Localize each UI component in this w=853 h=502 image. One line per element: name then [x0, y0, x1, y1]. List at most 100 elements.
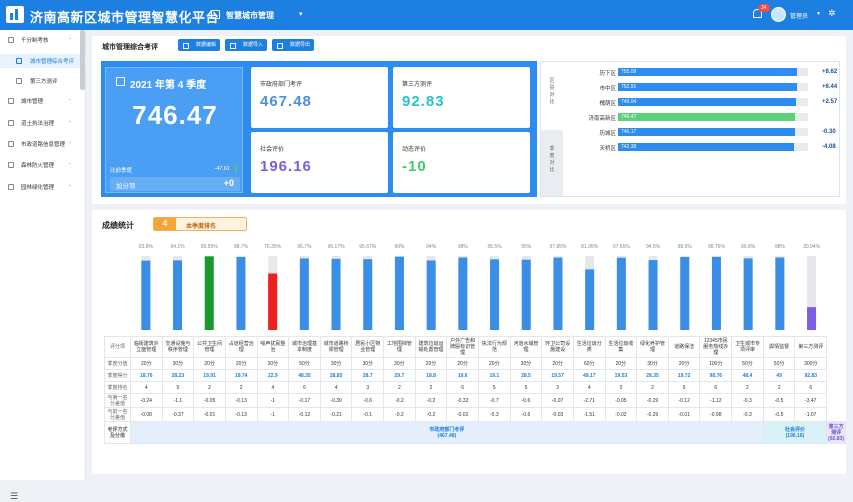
bar[interactable]: [236, 256, 246, 330]
table-cell: -0.5: [762, 393, 796, 408]
gear-icon[interactable]: ✲: [828, 8, 836, 18]
score-card-third-party[interactable]: 第三方测评 92.83: [393, 67, 530, 128]
sidebar-item-1[interactable]: 城市管理综合考评: [0, 54, 86, 68]
bar[interactable]: [394, 256, 404, 330]
sidebar-item-7[interactable]: 园林绿化管理 ⌄: [0, 180, 86, 194]
table-cell: 19.53: [604, 369, 638, 382]
avatar[interactable]: [771, 7, 786, 22]
table-cell: 交通设施与秩序管理: [161, 336, 195, 358]
table-cell: 占道经营治理: [224, 336, 258, 358]
bar-value-label: 93.8%: [139, 244, 154, 250]
bar[interactable]: [331, 258, 341, 330]
sidebar-item-4[interactable]: 道土执法治理 ⌄: [0, 116, 86, 130]
chevron-down-icon[interactable]: ⌄: [68, 35, 73, 41]
table-cell: 卫生城市专项评审: [731, 336, 764, 358]
compare-indicator: [235, 165, 237, 172]
group-cell: 第三方测评 (92.83): [826, 421, 846, 444]
bar[interactable]: [268, 273, 278, 330]
rank-badge: 4 本季度排名: [153, 217, 247, 231]
sidebar-item-6[interactable]: 森林防火管理 ⌄: [0, 158, 86, 172]
district-name: 济南高新区: [588, 116, 616, 122]
table-cell: 19.74: [224, 369, 258, 382]
bar[interactable]: [711, 256, 721, 330]
chevron-down-icon[interactable]: ⌄: [68, 139, 73, 145]
bar[interactable]: [585, 269, 595, 330]
mode-selector[interactable]: 智慧城市管理: [226, 11, 274, 20]
table-cell: -2.71: [572, 393, 606, 408]
district-name: 天桥区: [599, 146, 616, 152]
bar[interactable]: [553, 257, 563, 330]
table-cell: 19.1: [478, 369, 511, 382]
tab-quarter-compare[interactable]: 季度对比: [541, 130, 563, 196]
bar[interactable]: [807, 307, 817, 330]
ranking-delta: +6.44: [822, 84, 838, 90]
bar[interactable]: [490, 259, 500, 330]
bar[interactable]: [458, 257, 468, 330]
score-card-dynamic[interactable]: 动态评价 -10: [393, 132, 530, 193]
score-card-municipal[interactable]: 市政府部门考评 467.48: [251, 67, 388, 128]
table-cell: -0.02: [604, 407, 638, 422]
export-data-button[interactable]: 数据导出: [272, 39, 314, 51]
bar[interactable]: [521, 259, 531, 330]
bar[interactable]: [616, 257, 626, 330]
score-card-social[interactable]: 社会评价 196.16: [251, 132, 388, 193]
menu-item-icon: [8, 120, 14, 126]
menu-icon[interactable]: ☰: [10, 491, 19, 501]
table-cell: -0.37: [161, 407, 195, 422]
compare-value: -47.61: [214, 166, 230, 172]
ranking-bar-track: 742.39: [618, 143, 808, 151]
sidebar: 千分制考核 ⌄ 城市管理综合考评 第三方测评城市管理 ⌄ 道土执法治理 ⌄ 市政道路信息管理 ⌄…: [0, 30, 86, 501]
table-cell: 建筑垃圾运输处置管理: [414, 336, 448, 358]
table-cell: 28.35: [636, 369, 669, 382]
sidebar-item-2[interactable]: 第三方测评: [0, 74, 86, 88]
edit-data-button[interactable]: 数据编辑: [178, 39, 220, 51]
chevron-down-icon[interactable]: ⌄: [68, 160, 73, 166]
bar[interactable]: [775, 257, 785, 330]
sidebar-item-3[interactable]: 城市管理 ⌄: [0, 94, 86, 108]
user-menu-chevron-icon[interactable]: ▾: [817, 11, 821, 17]
table-cell: 5: [161, 381, 195, 394]
sidebar-item-label: 千分制考核: [21, 38, 49, 44]
sidebar-item-0[interactable]: 千分制考核 ⌄: [0, 33, 86, 47]
table-cell: 公共卫生间管理: [193, 336, 226, 358]
table-cell: 5: [478, 381, 511, 394]
score-card-value: -10: [402, 158, 427, 175]
table-cell: 49: [762, 369, 796, 382]
district-ranking-panel: 区县对比 季度对比 历下区 755.09 +8.62 市中区 752.91 +6.44 槐荫…: [540, 61, 840, 197]
bell-icon[interactable]: [753, 9, 762, 18]
bar[interactable]: [141, 260, 151, 330]
tab-district-compare[interactable]: 区县对比: [541, 62, 563, 130]
bonus-value: +0: [223, 178, 234, 188]
bar[interactable]: [363, 259, 373, 330]
chevron-down-icon[interactable]: ⌄: [68, 96, 73, 102]
bar[interactable]: [204, 256, 214, 330]
bar[interactable]: [743, 258, 753, 330]
tab-label: 区县对比: [549, 78, 555, 105]
table-cell: 道路保洁: [667, 336, 701, 358]
table-cell: -0.7: [478, 393, 511, 408]
bar[interactable]: [680, 257, 690, 330]
ranking-bar: 746.17: [618, 128, 796, 136]
bar[interactable]: [426, 260, 436, 330]
group-row: 考评方式及分值 市政府部门考评 (467.48) 社会评价 (196.16) 第三方测评(…: [104, 421, 846, 444]
user-name[interactable]: 管理员: [790, 14, 809, 20]
import-data-button[interactable]: 数据导入: [225, 39, 267, 51]
app-logo-icon: [6, 6, 24, 23]
menu-item-icon: [16, 78, 22, 84]
table-cell: 2: [193, 381, 226, 394]
bar-value-label: 30.94%: [803, 244, 821, 250]
chevron-down-icon[interactable]: ⌄: [68, 118, 73, 124]
chevron-down-icon[interactable]: ▾: [299, 11, 303, 18]
bonus-label: 加分项: [116, 183, 136, 190]
ranking-delta: -4.08: [822, 144, 836, 150]
table-cell: 50分: [288, 357, 321, 370]
table-cell: 19.6: [446, 369, 479, 382]
bar[interactable]: [648, 260, 658, 330]
sidebar-scrollbar[interactable]: [80, 30, 85, 90]
sidebar-item-5[interactable]: 市政道路信息管理 ⌄: [0, 137, 86, 151]
bar[interactable]: [173, 260, 183, 330]
bar[interactable]: [299, 258, 309, 330]
menu-item-icon: [16, 58, 22, 64]
chevron-down-icon[interactable]: ⌄: [68, 182, 73, 188]
dashboard-icon[interactable]: [211, 10, 220, 19]
